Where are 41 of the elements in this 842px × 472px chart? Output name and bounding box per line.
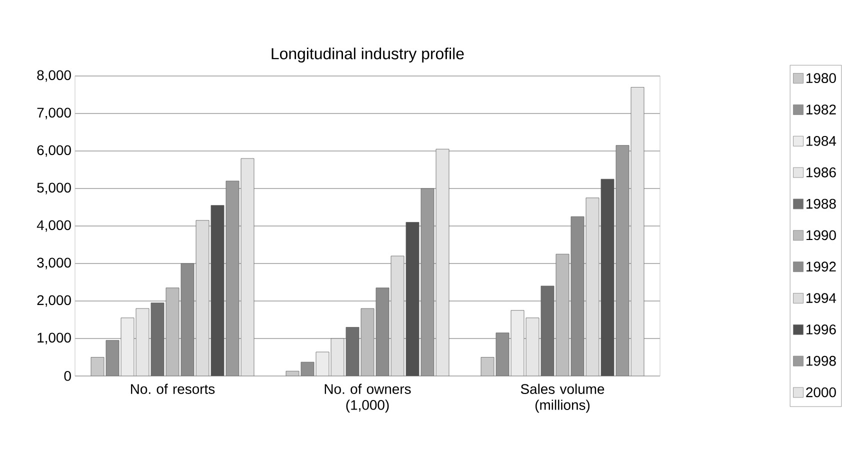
bar xyxy=(436,148,450,376)
x-tick-label: No. of owners (1,000) xyxy=(324,384,411,413)
bar xyxy=(346,327,360,376)
bar xyxy=(120,318,134,376)
bar xyxy=(196,220,210,376)
bar xyxy=(510,310,524,376)
bar xyxy=(150,302,164,376)
y-tick-label: 2,000 xyxy=(37,295,71,307)
legend-label: 1988 xyxy=(806,198,836,209)
bar xyxy=(586,198,600,376)
y-tick-label: 3,000 xyxy=(37,258,71,270)
legend-label: 1982 xyxy=(806,104,836,114)
bar xyxy=(376,288,390,376)
legend-label: 1998 xyxy=(806,356,836,366)
legend-label: 1990 xyxy=(806,230,836,240)
legend-label: 1984 xyxy=(806,136,836,146)
y-tick-label: 8,000 xyxy=(37,70,71,82)
bar xyxy=(390,256,404,376)
bar xyxy=(240,158,254,376)
bar xyxy=(330,338,344,376)
x-tick-label: No. of resorts xyxy=(131,384,215,394)
y-tick-label: 6,000 xyxy=(37,145,71,157)
bar xyxy=(570,216,584,376)
legend-label: 1986 xyxy=(806,167,836,178)
bar xyxy=(526,318,540,376)
bar xyxy=(136,308,150,376)
legend-label: 1980 xyxy=(806,73,836,84)
legend-label: 1996 xyxy=(806,324,836,334)
bar xyxy=(540,286,554,376)
y-tick-label: 7,000 xyxy=(37,108,71,120)
legend-label: 1994 xyxy=(806,293,836,303)
legend-label: 1992 xyxy=(806,262,836,272)
bar xyxy=(630,87,644,376)
y-tick-label: 0 xyxy=(64,371,71,381)
x-tick-label: Sales volume (millions) xyxy=(520,384,604,413)
y-tick-label: 1,000 xyxy=(38,332,71,344)
y-tick-label: 4,000 xyxy=(36,220,71,232)
y-tick-label: 5,000 xyxy=(37,182,71,194)
bar xyxy=(180,263,194,376)
legend-label: 2000 xyxy=(806,387,836,398)
chart-title: Longitudinal industry profile xyxy=(272,48,464,62)
